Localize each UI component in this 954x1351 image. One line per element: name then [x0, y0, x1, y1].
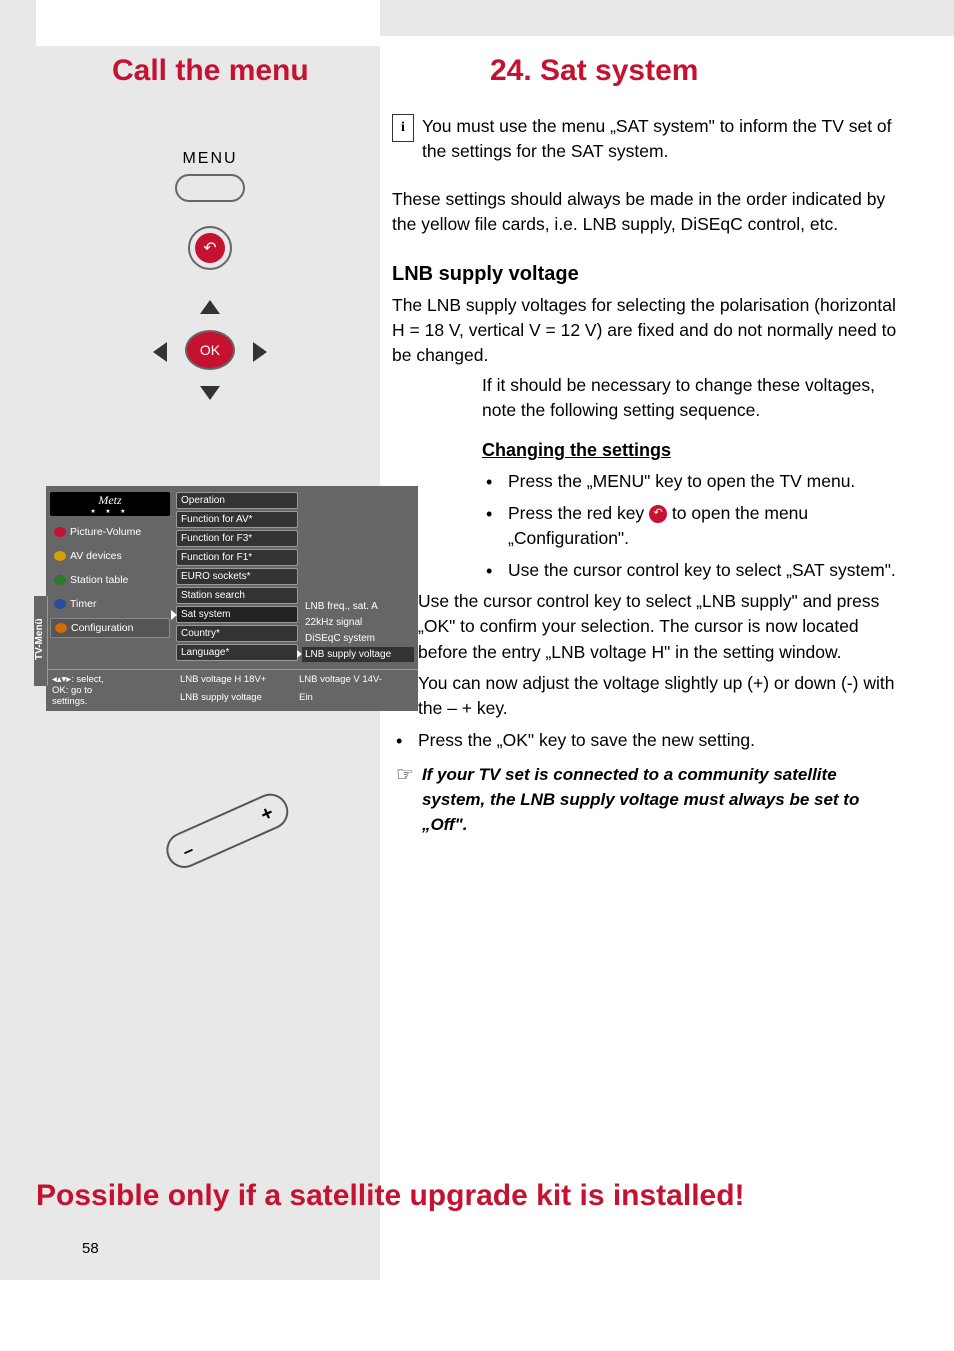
tvm-timer: Timer — [50, 594, 170, 614]
dot-yellow-icon — [54, 551, 66, 561]
intro-para2: These settings should always be made in … — [392, 187, 902, 238]
tvm-configuration: Configuration — [50, 618, 170, 638]
footer-red: Possible only if a satellite upgrade kit… — [36, 1179, 916, 1213]
opt-diseqc: DiSEqC system — [302, 631, 414, 646]
bullet-3: Use the cursor control key to select „SA… — [482, 558, 902, 583]
bullets-full: Use the cursor control key to select „LN… — [392, 589, 902, 753]
pill-station-search: Station search — [176, 587, 298, 604]
dpad-icon: OK — [135, 300, 285, 400]
tvm-f-l3: settings. — [52, 696, 168, 707]
dpad-up-icon — [200, 300, 220, 314]
pill-fn-av: Function for AV* — [176, 511, 298, 528]
pill-fn-f3: Function for F3* — [176, 530, 298, 547]
tvm-col3: LNB freq., sat. A 22kHz signal DiSEqC sy… — [300, 486, 418, 669]
opt-lnb-freq: LNB freq., sat. A — [302, 599, 414, 614]
red-button-icon: ↶ — [188, 226, 232, 270]
tvm-footer-left: ◂▴▾▸: select, OK: go to settings. — [46, 670, 174, 711]
red-button-inner-icon: ↶ — [195, 233, 225, 263]
bullet-2: Press the red key ↶ to open the menu „Co… — [482, 501, 902, 552]
opt-lnb-supply: LNB supply voltage — [302, 647, 414, 662]
pill-operation: Operation — [176, 492, 298, 509]
dpad-down-icon — [200, 386, 220, 400]
tv-menu-body: Metz ★ ★ ★ Picture-Volume AV devices Sta… — [46, 486, 418, 669]
tv-menu-tab: TV-Menü — [34, 596, 48, 686]
inline-red-icon: ↶ — [649, 505, 667, 523]
tvm-footer-right: LNB voltage H 18V+ LNB voltage V 14V- LN… — [174, 670, 418, 711]
bullet-1: Press the „MENU" key to open the TV menu… — [482, 469, 902, 494]
page-number: 58 — [82, 1240, 99, 1257]
header-call: Call the menu — [112, 54, 380, 88]
info-text: You must use the menu „SAT system" to in… — [422, 114, 902, 165]
tvm-f-r4: Ein — [299, 692, 412, 708]
tv-menu-screenshot: TV-Menü Metz ★ ★ ★ Picture-Volume AV dev… — [46, 486, 418, 711]
pill-sat-system: Sat system — [176, 606, 298, 623]
tvm-col1: Metz ★ ★ ★ Picture-Volume AV devices Sta… — [46, 486, 174, 669]
tvm-f-r1: LNB voltage H 18V+ — [180, 674, 293, 690]
bullets-indent: Press the „MENU" key to open the TV menu… — [482, 469, 902, 583]
lnb-para: The LNB supply voltages for selecting th… — [392, 293, 902, 369]
note-text: If your TV set is connected to a communi… — [422, 763, 902, 837]
pill-country: Country* — [176, 625, 298, 642]
plus-icon: + — [257, 802, 277, 828]
tvm-f-l2: OK: go to — [52, 685, 168, 696]
tvm-f-r3: LNB supply voltage — [180, 692, 293, 708]
tvm-col2: Operation Function for AV* Function for … — [174, 486, 300, 669]
dpad-right-icon — [253, 342, 267, 362]
opt-22khz: 22kHz signal — [302, 615, 414, 630]
lnb-indent: If it should be necessary to change thes… — [482, 373, 902, 424]
menu-label: MENU — [120, 150, 300, 168]
tvm-logo: Metz ★ ★ ★ — [50, 492, 170, 516]
info-row: i You must use the menu „SAT system" to … — [392, 114, 902, 165]
bullet-5: You can now adjust the voltage slightly … — [392, 671, 902, 722]
note-icon: ☞ — [396, 763, 414, 837]
bullet-6: Press the „OK" key to save the new setti… — [392, 728, 902, 753]
changing-heading: Changing the settings — [482, 437, 902, 463]
pill-language: Language* — [176, 644, 298, 661]
page-header: Call the menu 24. Sat system — [112, 54, 912, 88]
tvm-stars-icon: ★ ★ ★ — [90, 508, 129, 515]
pill-fn-f1: Function for F1* — [176, 549, 298, 566]
bullet-2a: Press the red key — [508, 503, 649, 523]
tvm-logo-text: Metz — [98, 493, 121, 508]
minus-icon: – — [179, 839, 197, 862]
dot-blue-icon — [54, 599, 66, 609]
dot-red-icon — [54, 527, 66, 537]
top-gray-strip — [380, 0, 954, 36]
info-icon: i — [392, 114, 414, 142]
dot-orange-icon — [55, 623, 67, 633]
note-row: ☞ If your TV set is connected to a commu… — [392, 763, 902, 837]
tvm-f-r2: LNB voltage V 14V- — [299, 674, 412, 690]
lnb-heading: LNB supply voltage — [392, 260, 902, 289]
bullet-4: Use the cursor control key to select „LN… — [392, 589, 902, 665]
remote-illustration: MENU ↶ OK — [120, 150, 300, 400]
tvm-station-table: Station table — [50, 570, 170, 590]
dot-green-icon — [54, 575, 66, 585]
left-white-inset — [36, 0, 380, 46]
header-title: 24. Sat system — [490, 54, 698, 88]
content-column: i You must use the menu „SAT system" to … — [392, 114, 902, 837]
dpad-ok-button: OK — [185, 330, 235, 370]
dpad-left-icon — [153, 342, 167, 362]
tvm-footer: ◂▴▾▸: select, OK: go to settings. LNB vo… — [46, 669, 418, 711]
tvm-picture-volume: Picture-Volume — [50, 522, 170, 542]
pill-euro: EURO sockets* — [176, 568, 298, 585]
menu-button-icon — [175, 174, 245, 202]
tvm-av-devices: AV devices — [50, 546, 170, 566]
tvm-f-l1: ◂▴▾▸: select, — [52, 674, 168, 685]
